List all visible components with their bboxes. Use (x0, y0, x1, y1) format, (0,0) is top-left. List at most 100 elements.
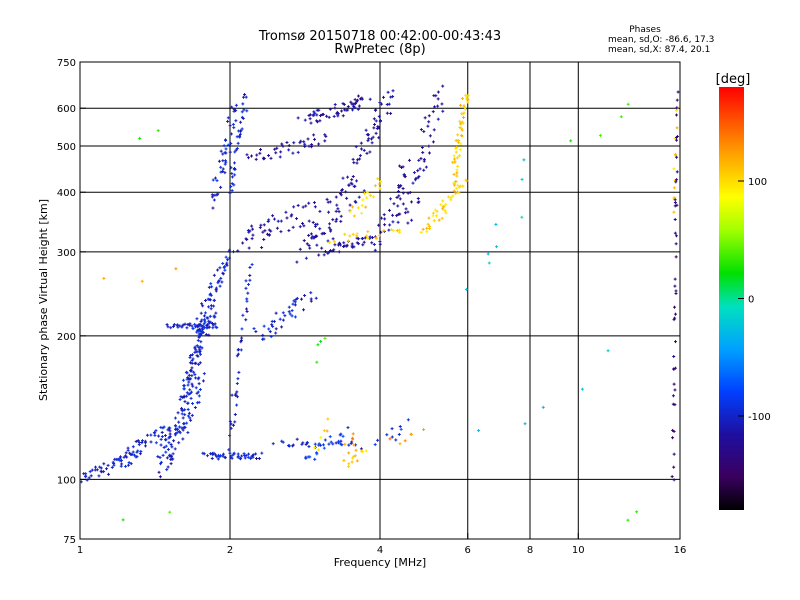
data-point (192, 370, 196, 374)
data-point (219, 165, 223, 169)
data-point (201, 379, 205, 383)
data-point (213, 322, 217, 326)
data-point (172, 439, 176, 443)
data-point (454, 187, 458, 191)
data-point (198, 327, 202, 331)
data-point (228, 191, 232, 195)
data-point (373, 248, 377, 252)
data-point (98, 465, 102, 469)
data-point (274, 151, 278, 155)
data-point (231, 250, 235, 254)
data-point (398, 164, 402, 168)
data-point (187, 373, 191, 377)
data-point (422, 168, 426, 172)
data-point (198, 388, 202, 392)
data-point (325, 114, 329, 118)
data-point (206, 316, 210, 320)
data-point (224, 255, 228, 259)
data-point (674, 289, 678, 293)
data-point (416, 176, 420, 180)
data-point (201, 327, 205, 331)
data-point (673, 231, 677, 235)
data-point (325, 429, 329, 433)
data-point (389, 95, 393, 99)
data-point (316, 343, 320, 347)
data-point (419, 230, 423, 234)
data-point (345, 196, 349, 200)
data-point (90, 468, 94, 472)
data-point (198, 349, 202, 353)
data-point (461, 121, 465, 125)
data-point (136, 439, 140, 443)
data-point (380, 102, 384, 106)
data-point (216, 192, 220, 196)
data-point (353, 199, 357, 203)
data-point (427, 114, 431, 118)
data-point (334, 209, 338, 213)
data-point (352, 454, 356, 458)
data-point (464, 107, 468, 111)
data-point (308, 455, 312, 459)
data-point (140, 441, 144, 445)
data-point (403, 439, 407, 443)
data-point (399, 165, 403, 169)
data-point (307, 244, 311, 248)
data-point (358, 157, 362, 161)
data-point (167, 441, 171, 445)
data-point (88, 470, 92, 474)
data-point (456, 183, 460, 187)
data-point (300, 442, 304, 446)
data-point (119, 459, 123, 463)
data-point (295, 296, 299, 300)
data-point (186, 322, 190, 326)
y-tick-label: 300 (57, 248, 76, 259)
data-point (283, 314, 287, 318)
data-point (346, 105, 350, 109)
data-point (251, 227, 255, 231)
data-point (410, 218, 414, 222)
data-point (451, 160, 455, 164)
data-point (187, 380, 191, 384)
data-point (221, 159, 225, 163)
data-point (229, 185, 233, 189)
data-point (672, 452, 676, 456)
data-point (225, 263, 229, 267)
data-point (229, 166, 233, 170)
data-point (290, 213, 294, 217)
data-point (228, 451, 232, 455)
data-point (295, 437, 299, 441)
data-point (227, 448, 231, 452)
data-point (319, 435, 323, 439)
data-point (317, 142, 321, 146)
data-point (261, 230, 265, 234)
data-point (251, 454, 255, 458)
data-point (385, 433, 389, 437)
data-point (193, 373, 197, 377)
data-point (338, 192, 342, 196)
data-point (243, 93, 247, 97)
colorbar-tick-label: 0 (748, 295, 754, 306)
data-point (417, 200, 421, 204)
y-tick-label: 100 (57, 475, 76, 486)
data-point (318, 209, 322, 213)
data-point (267, 218, 271, 222)
data-point (327, 240, 331, 244)
data-point (626, 518, 630, 522)
data-point (313, 205, 317, 209)
data-point (569, 139, 573, 143)
data-point (355, 158, 359, 162)
data-point (235, 390, 239, 394)
data-point (194, 376, 198, 380)
data-point (258, 226, 262, 230)
data-point (391, 220, 395, 224)
data-point (291, 225, 295, 229)
data-point (390, 427, 394, 431)
data-point (215, 326, 219, 330)
data-point (332, 114, 336, 118)
data-point (398, 230, 402, 234)
data-point (158, 475, 162, 479)
data-point (307, 144, 311, 148)
data-point (364, 128, 368, 132)
data-point (308, 246, 312, 250)
data-point (371, 195, 375, 199)
